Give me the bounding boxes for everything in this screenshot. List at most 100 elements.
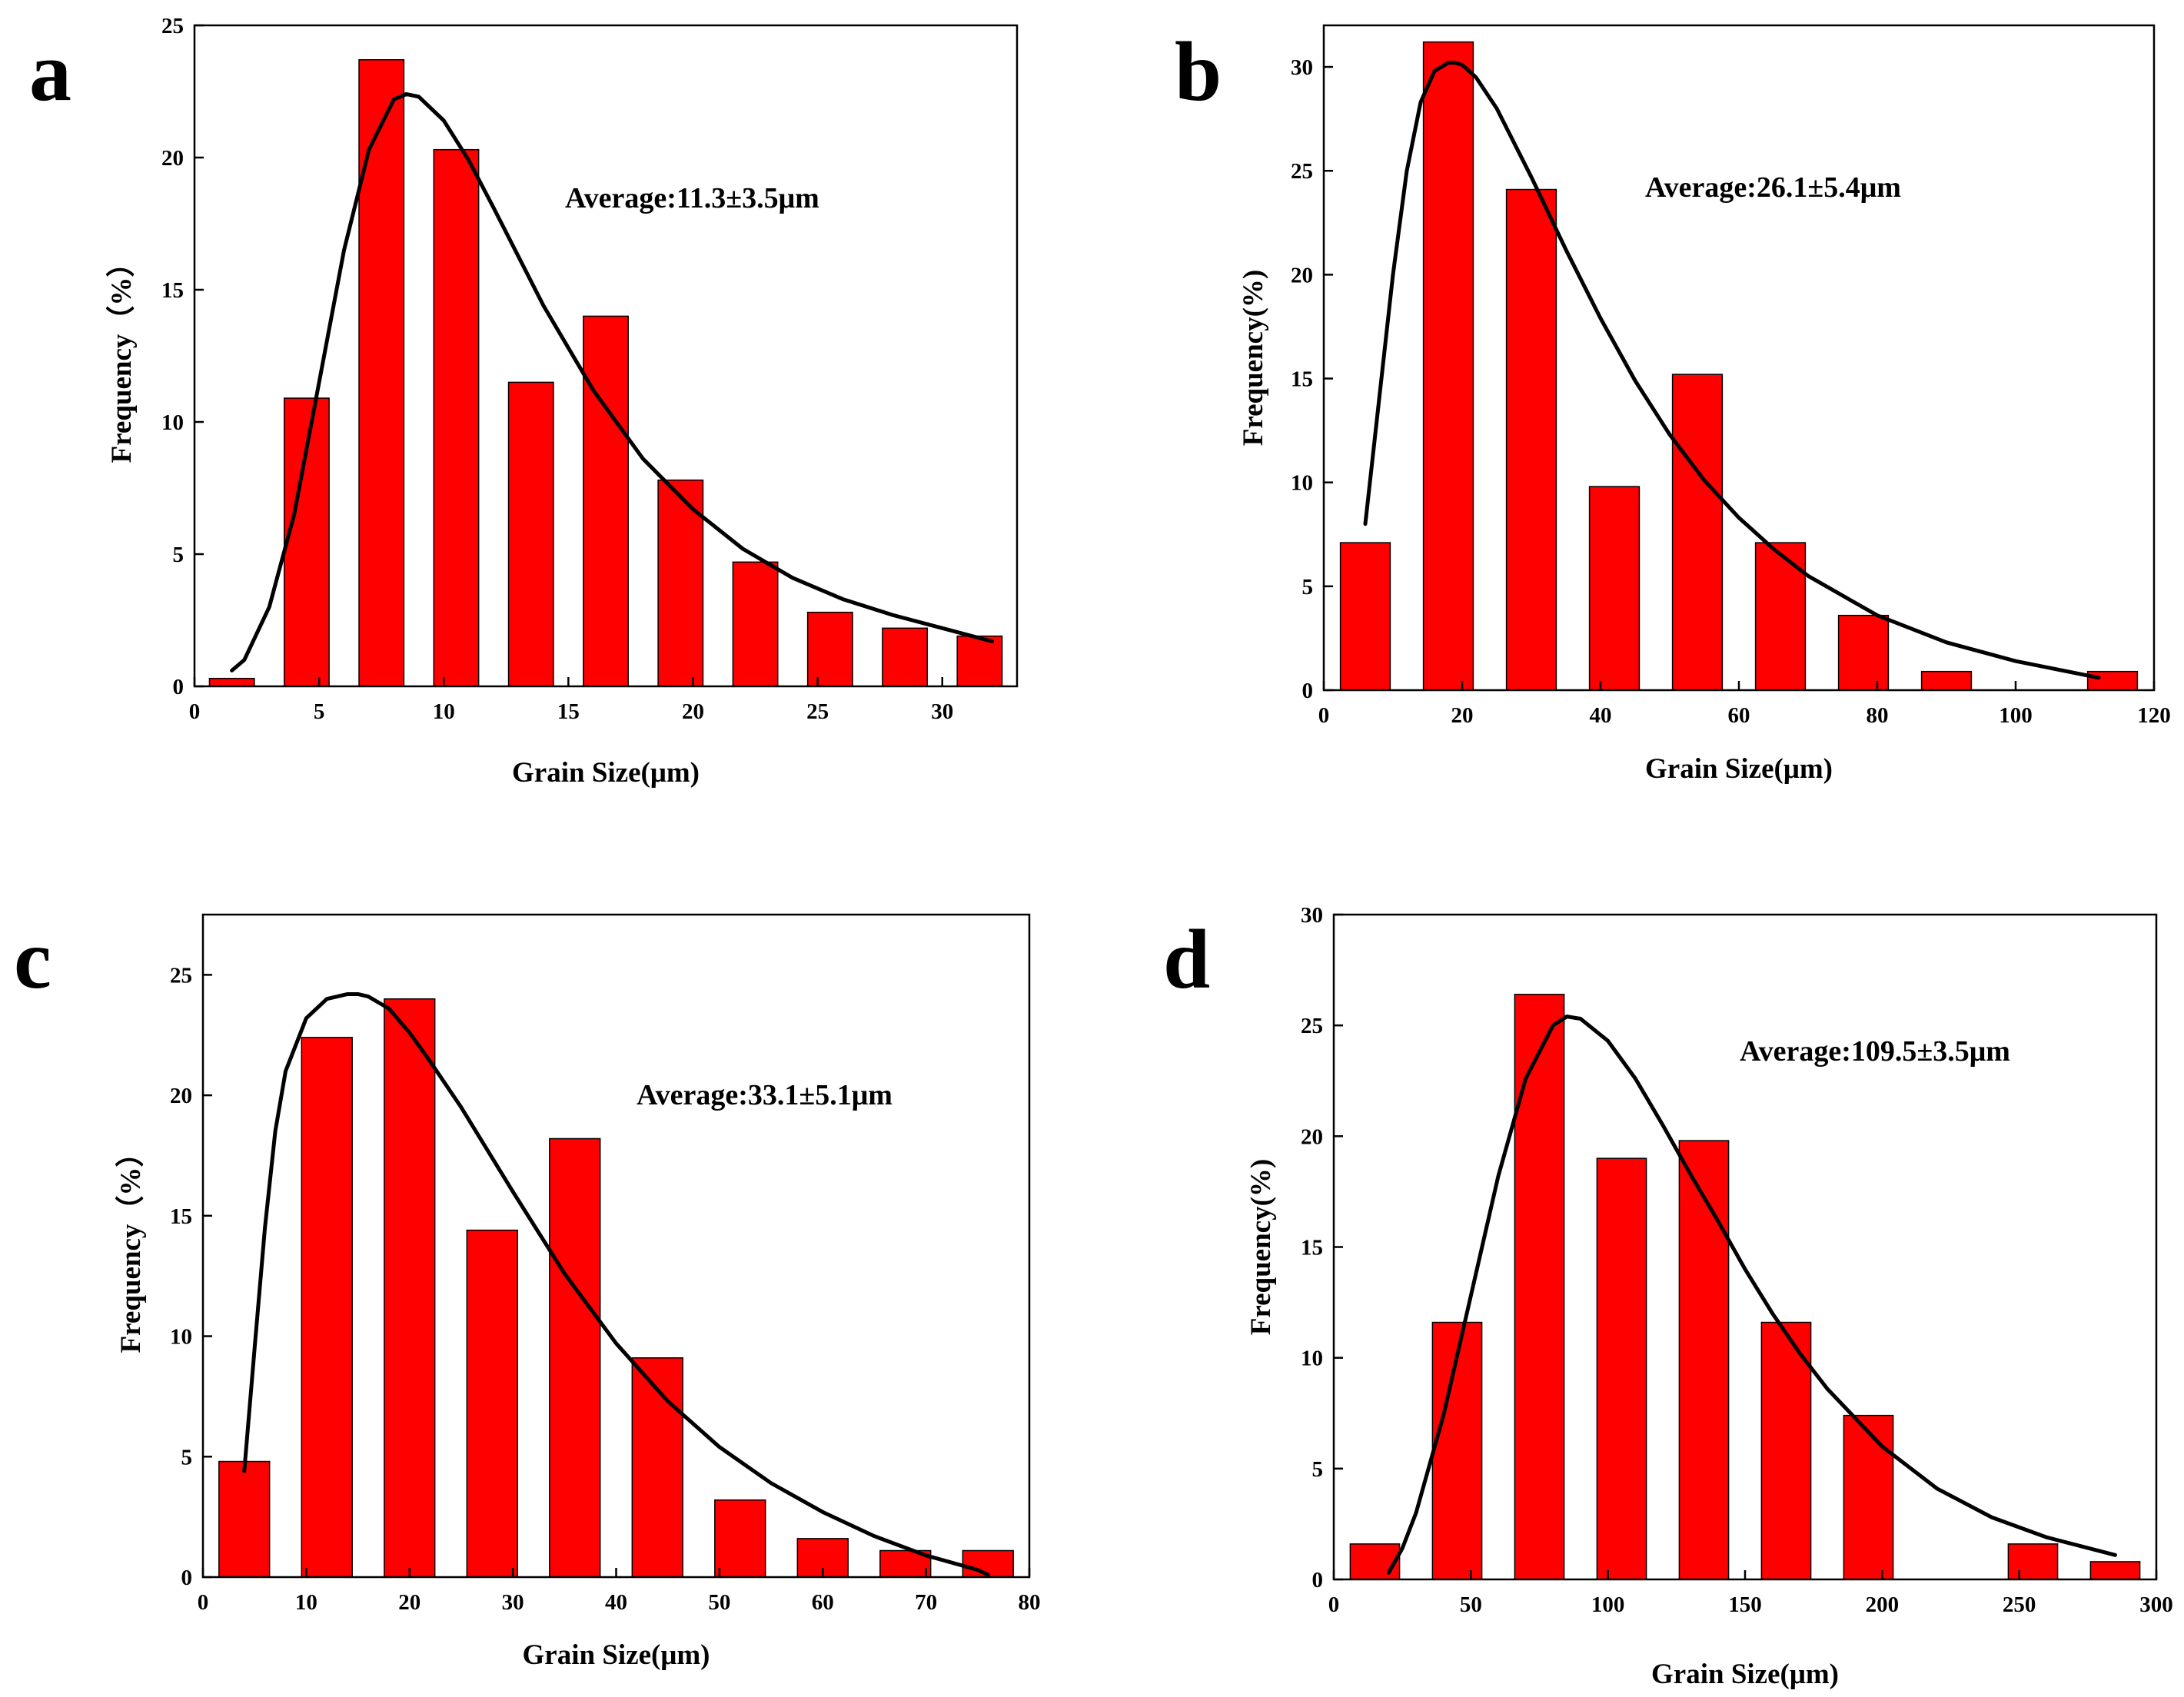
x-tick-label-c-7: 70: [915, 1590, 937, 1615]
x-tick-label-c-3: 30: [502, 1590, 524, 1615]
bar-b-6: [1837, 614, 1890, 691]
y-tick-label-a-0: 0: [173, 675, 184, 699]
bar-c-5: [631, 1357, 683, 1578]
x-axis-label-c: Grain Size(μm): [523, 1639, 710, 1671]
bar-a-7: [732, 561, 779, 687]
bar-b-5: [1754, 542, 1807, 691]
bar-d-8: [2089, 1561, 2141, 1580]
bar-d-5: [1760, 1321, 1812, 1580]
y-tick-label-c-5: 25: [170, 963, 192, 988]
panel-letter-b: b: [1175, 25, 1222, 118]
y-axis-label-d: Frequency(%): [1245, 1159, 1277, 1336]
y-tick-label-c-2: 10: [170, 1325, 192, 1350]
x-tick-label-d-3: 150: [1728, 1592, 1762, 1617]
x-tick-label-b-3: 60: [1728, 703, 1750, 728]
y-axis-label-c: Frequency（%）: [115, 1139, 147, 1353]
bar-a-2: [358, 58, 405, 687]
fit-curve-b: [1363, 61, 2101, 680]
y-tick-label-a-3: 15: [161, 278, 184, 303]
average-annotation-a: Average:11.3±3.5μm: [565, 182, 819, 214]
bar-a-3: [433, 148, 480, 687]
x-tick-label-b-5: 100: [1999, 703, 2033, 728]
y-tick-label-b-4: 20: [1291, 263, 1313, 287]
y-tick-label-d-3: 15: [1301, 1236, 1323, 1260]
bar-c-2: [384, 998, 436, 1578]
x-tick-label-c-6: 60: [812, 1590, 834, 1615]
bar-c-1: [301, 1037, 353, 1578]
fit-curve-d: [1386, 1015, 2117, 1575]
y-tick-label-c-4: 20: [170, 1084, 192, 1108]
bar-d-0: [1349, 1543, 1401, 1580]
chart-panel-a: 0 5 10 15 20 25 30 0 5 10 15 20 25 Grain Size(μm) Freq…: [29, 14, 1019, 789]
y-tick-label-d-0: 0: [1312, 1568, 1324, 1592]
bar-d-7: [2007, 1543, 2059, 1580]
x-axis-label-a: Grain Size(μm): [512, 757, 700, 789]
y-axis-label-a: Frequency（%）: [105, 249, 138, 463]
x-tick-label-c-4: 40: [605, 1590, 627, 1615]
y-tick-label-c-3: 15: [170, 1204, 192, 1229]
bar-c-4: [549, 1137, 601, 1578]
x-tick-label-a-4: 20: [682, 699, 704, 724]
y-tick-label-b-2: 10: [1291, 471, 1313, 496]
bar-b-8: [2086, 670, 2139, 691]
y-tick-label-a-5: 25: [161, 14, 184, 38]
bar-c-0: [218, 1460, 271, 1578]
x-tick-label-c-0: 0: [198, 1590, 209, 1615]
bar-d-4: [1678, 1140, 1730, 1580]
bar-a-10: [956, 635, 1003, 687]
x-axis-label-b: Grain Size(μm): [1645, 753, 1833, 785]
x-tick-label-a-0: 0: [189, 699, 201, 724]
x-tick-label-d-1: 50: [1460, 1592, 1482, 1617]
x-tick-label-d-2: 100: [1591, 1592, 1625, 1617]
x-axis-label-d: Grain Size(μm): [1651, 1659, 1839, 1690]
y-axis-label-b: Frequency(%): [1238, 270, 1269, 447]
chart-panel-c: 0 10 20 30 40 50 60 70 80 0 5 10 15 20 25 Grain Size(μm…: [14, 912, 1041, 1671]
average-annotation-c: Average:33.1±5.1μm: [637, 1079, 893, 1111]
y-tick-label-a-2: 10: [161, 410, 184, 435]
bar-a-4: [507, 381, 554, 687]
x-tick-label-b-0: 0: [1318, 703, 1330, 728]
average-annotation-b: Average:26.1±5.4μm: [1645, 171, 1901, 204]
bar-b-1: [1422, 41, 1474, 691]
bar-b-3: [1588, 486, 1640, 691]
y-tick-label-d-5: 25: [1301, 1014, 1323, 1038]
bar-b-0: [1339, 542, 1391, 691]
x-tick-label-a-6: 30: [931, 699, 953, 724]
panel-letter-a: a: [29, 25, 71, 118]
y-tick-label-d-2: 10: [1301, 1347, 1323, 1371]
y-tick-label-b-5: 25: [1291, 159, 1313, 184]
x-tick-label-d-4: 200: [1866, 1592, 1900, 1617]
y-tick-label-a-4: 20: [161, 146, 184, 171]
y-tick-label-c-1: 5: [181, 1445, 193, 1470]
bar-c-3: [466, 1229, 518, 1578]
y-tick-label-b-1: 5: [1302, 575, 1314, 599]
plot-frame-a: [193, 24, 1019, 688]
x-tick-label-c-2: 20: [398, 1590, 421, 1615]
panel-letter-c: c: [14, 912, 52, 1006]
bar-a-6: [657, 479, 704, 687]
bar-d-2: [1514, 994, 1565, 1580]
bar-d-3: [1596, 1157, 1647, 1580]
x-tick-label-c-5: 50: [708, 1590, 730, 1615]
fit-curve-a: [230, 91, 995, 672]
x-tick-label-b-2: 40: [1590, 703, 1612, 728]
y-tick-label-b-3: 15: [1291, 367, 1313, 392]
chart-panel-b: 0 20 40 60 80 100 120 0 5 10 15 20 25 30 Grain Size(μm…: [1175, 24, 2171, 785]
x-tick-label-c-8: 80: [1019, 1590, 1041, 1615]
panel-letter-d: d: [1163, 912, 1210, 1006]
bar-b-7: [1920, 670, 1973, 691]
bar-a-8: [806, 611, 853, 687]
bar-a-5: [583, 315, 629, 687]
x-tick-label-a-3: 15: [557, 699, 580, 724]
x-tick-label-b-1: 20: [1451, 703, 1474, 728]
y-tick-label-b-6: 30: [1291, 55, 1313, 80]
y-tick-label-d-6: 30: [1301, 903, 1323, 928]
y-tick-label-b-0: 0: [1302, 679, 1314, 703]
y-tick-label-d-4: 20: [1301, 1124, 1323, 1149]
y-tick-label-a-1: 5: [173, 543, 184, 567]
bar-d-6: [1843, 1414, 1894, 1580]
x-tick-label-d-6: 300: [2139, 1592, 2173, 1617]
bar-d-1: [1431, 1321, 1483, 1580]
x-tick-label-d-5: 250: [2003, 1592, 2036, 1617]
